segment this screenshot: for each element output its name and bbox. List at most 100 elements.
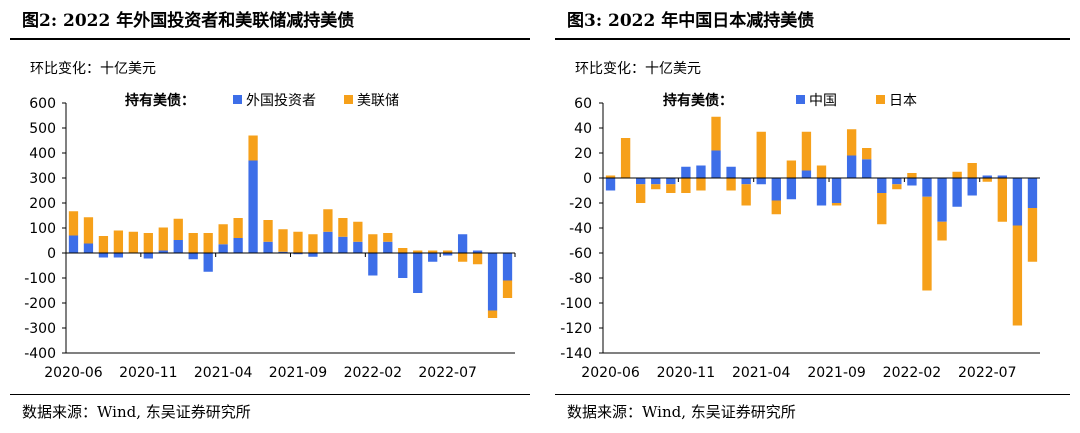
bar-series-1	[877, 178, 887, 193]
figure-2-title: 图2: 2022 年外国投资者和美联储减持美债	[22, 11, 355, 31]
bar-series-2	[413, 250, 423, 253]
bar-series-1	[428, 253, 438, 262]
x-tick-label: 2020-06	[581, 365, 640, 381]
bar-series-1	[651, 178, 661, 185]
bar-series-1	[636, 178, 646, 185]
bar-series-2	[457, 253, 468, 262]
bar-series-1	[726, 166, 736, 178]
bar-series-1	[756, 178, 766, 185]
y-tick-label: -200	[24, 296, 56, 312]
figure-3-source: 数据来源：Wind, 东吴证券研究所	[567, 403, 796, 421]
bar-series-2	[620, 138, 631, 178]
x-tick-label: 2022-02	[344, 365, 403, 381]
bar-series-1	[203, 253, 213, 272]
bar-series-1	[188, 253, 198, 260]
figure-3-top-rule	[555, 38, 1070, 40]
bar-series-2	[233, 218, 243, 238]
legend-title: 持有美债：	[125, 92, 195, 109]
bar-series-2	[711, 116, 721, 151]
legend-title: 持有美债：	[663, 92, 733, 109]
legend-swatch-1	[796, 95, 805, 104]
y-tick-label: -140	[560, 346, 592, 362]
bar-series-2	[636, 184, 646, 203]
bar-series-2	[338, 218, 348, 237]
bar-series-2	[892, 184, 902, 190]
bar-series-2	[877, 193, 887, 225]
bar-series-1	[413, 253, 423, 293]
legend-label-1: 外国投资者	[246, 93, 316, 109]
bar-series-2	[128, 231, 138, 253]
bar-series-1	[487, 253, 498, 311]
bar-series-2	[801, 131, 812, 171]
figure-2-bottom-rule	[10, 394, 530, 395]
bar-series-1	[666, 178, 676, 185]
bar-series-1	[801, 170, 812, 178]
bar-series-2	[188, 233, 198, 253]
y-tick-label: 600	[29, 96, 56, 112]
y-tick-label: -60	[569, 246, 592, 262]
bar-series-1	[922, 178, 932, 197]
bar-series-2	[353, 221, 363, 242]
bar-series-1	[1012, 178, 1023, 226]
bar-series-2	[756, 131, 766, 178]
bar-series-2	[308, 234, 318, 253]
figure-2-source: 数据来源：Wind, 东吴证券研究所	[22, 403, 251, 421]
bar-series-1	[952, 178, 962, 207]
bar-series-1	[278, 251, 288, 253]
bar-series-1	[711, 150, 721, 178]
bar-series-1	[831, 178, 842, 203]
y-tick-label: -100	[24, 271, 56, 287]
bar-series-1	[368, 253, 378, 276]
figure-2-top-rule	[10, 38, 530, 40]
bar-series-1	[967, 178, 977, 196]
bar-series-2	[605, 175, 616, 178]
bar-series-2	[368, 234, 378, 253]
bar-series-1	[816, 178, 827, 206]
bar-series-2	[248, 135, 258, 161]
bar-series-2	[982, 178, 992, 182]
bar-series-2	[741, 184, 751, 206]
bar-series-2	[1012, 225, 1023, 326]
bar-series-2	[428, 250, 438, 253]
bar-series-1	[398, 253, 408, 278]
bar-series-2	[846, 129, 857, 156]
bar-series-1	[696, 165, 706, 178]
bar-series-1	[786, 178, 797, 200]
bar-series-1	[293, 253, 303, 255]
y-tick-label: 200	[29, 196, 56, 212]
bar-series-2	[651, 184, 661, 190]
bar-series-2	[937, 221, 947, 241]
legend-swatch-1	[233, 95, 242, 104]
bar-series-1	[233, 238, 243, 253]
bar-series-1	[218, 244, 228, 253]
x-tick-label: 2020-11	[119, 365, 178, 381]
bar-series-2	[696, 178, 706, 191]
bar-series-1	[862, 159, 872, 178]
bar-series-1	[68, 235, 79, 253]
figure-2-panel: 图2: 2022 年外国投资者和美联储减持美债 环比变化：十亿美元 600 500…	[10, 11, 530, 421]
bar-series-2	[771, 200, 781, 215]
bar-series-1	[982, 175, 992, 178]
bar-series-2	[143, 233, 153, 253]
legend-label-2: 日本	[889, 93, 917, 109]
y-tick-label: 100	[29, 221, 56, 237]
bar-series-2	[726, 178, 736, 191]
y-tick-label: 0	[583, 171, 592, 187]
bar-series-2	[681, 178, 691, 193]
y-tick-label: -20	[569, 196, 592, 212]
bar-series-1	[308, 253, 318, 257]
bar-series-2	[218, 224, 228, 245]
bar-series-2	[666, 184, 676, 193]
x-tick-label: 2020-06	[44, 365, 103, 381]
bar-series-2	[831, 203, 842, 206]
figure-2-chart: 600 500 400 300 200 100 0 -100 -200 -300 -400 2020-…	[24, 92, 516, 381]
bar-series-1	[143, 253, 153, 259]
bar-series-1	[771, 178, 781, 201]
figure-3-chart: 60 40 20 0 -20 -40 -60 -80 -100 -120 -140 2020-06 20…	[560, 92, 1040, 381]
bar-series-1	[323, 231, 333, 253]
bar-series-1	[997, 175, 1007, 178]
bar-series-1	[892, 178, 902, 185]
bar-series-2	[263, 220, 273, 242]
bar-series-2	[323, 209, 333, 232]
y-tick-label: 500	[29, 121, 56, 137]
